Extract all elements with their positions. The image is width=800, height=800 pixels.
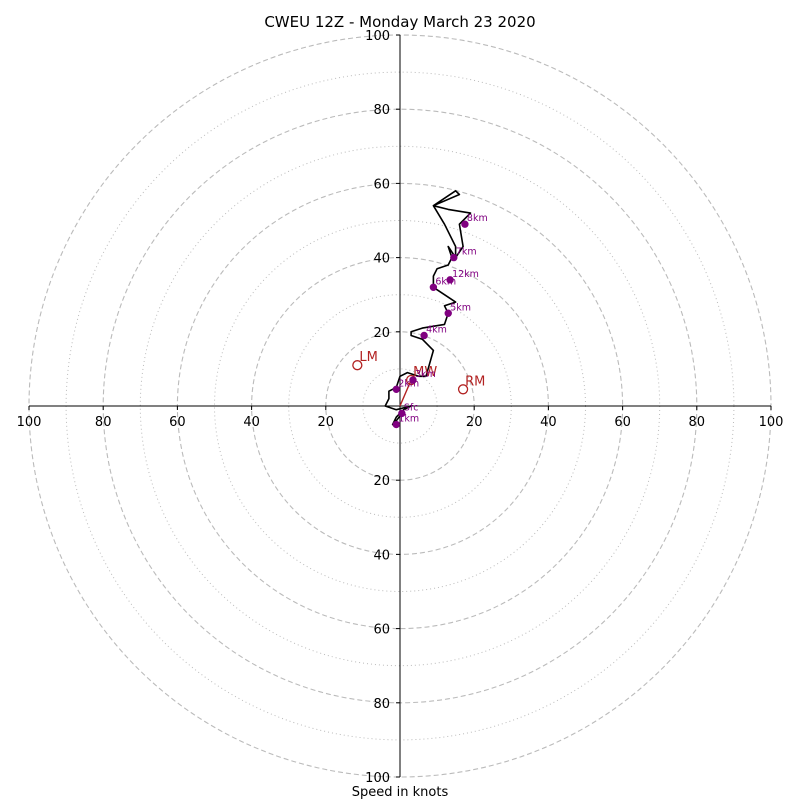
height-label-4km: 4km <box>426 325 447 336</box>
y-tick-label: 20 <box>373 326 390 341</box>
height-marker-sfc <box>398 409 406 418</box>
tick-labels: 100 80 60 40 20 20 40 60 80 100 100 80 60 40 20 20 40 60 8… <box>17 29 784 786</box>
x-axis-label: Speed in knots <box>352 785 449 800</box>
y-tick-label: 100 <box>365 771 390 786</box>
x-tick-label: 100 <box>759 415 784 430</box>
x-tick-label: 20 <box>318 415 335 430</box>
x-tick-label: 20 <box>466 415 483 430</box>
height-marker-3km <box>409 376 417 384</box>
y-tick-label: 40 <box>373 252 390 267</box>
x-tick-label: 80 <box>689 415 706 430</box>
y-tick-label: 80 <box>373 103 390 118</box>
y-tick-label: 20 <box>373 474 390 489</box>
chart-title: CWEU 12Z - Monday March 23 2020 <box>264 13 535 31</box>
height-label-6km: 6km <box>435 276 456 287</box>
height-label-3km: 3km <box>415 369 436 380</box>
motion-mw-label: MW <box>413 365 437 380</box>
x-tick-label: 100 <box>17 415 42 430</box>
height-label-12km: 12km <box>452 269 479 280</box>
height-marker-7km <box>450 253 458 262</box>
height-marker-6km <box>429 283 438 291</box>
height-label-5km: 5km <box>450 302 471 313</box>
x-tick-label: 80 <box>95 415 112 430</box>
x-tick-label: 60 <box>169 415 186 430</box>
height-marker-12km <box>446 276 454 284</box>
height-label-1km: 1km <box>398 414 419 425</box>
storm-motions: LM RM MW <box>352 350 485 407</box>
height-label-7km: 7km <box>456 247 477 258</box>
motion-lm-label: LM <box>359 350 377 365</box>
height-marker-2km <box>392 385 400 394</box>
height-marker-5km <box>444 309 452 317</box>
height-label-sfc: Sfc <box>404 402 419 413</box>
x-tick-label: 60 <box>614 415 631 430</box>
motion-rm-marker <box>457 384 469 395</box>
y-tick-label: 60 <box>373 177 390 192</box>
height-marker-1km <box>392 420 400 429</box>
height-label-8km: 8km <box>467 213 488 224</box>
height-marker-4km <box>420 331 428 340</box>
y-tick-label: 40 <box>373 548 390 563</box>
y-tick-label: 100 <box>365 29 390 44</box>
height-marker-8km <box>461 220 469 228</box>
y-tick-label: 80 <box>373 697 390 712</box>
height-label-2km: 2km <box>398 378 419 389</box>
y-tick-label: 60 <box>373 623 390 638</box>
motion-lm-marker <box>352 360 363 371</box>
motion-rm-label: RM <box>465 374 485 389</box>
x-tick-label: 40 <box>540 415 557 430</box>
x-tick-label: 40 <box>243 415 260 430</box>
